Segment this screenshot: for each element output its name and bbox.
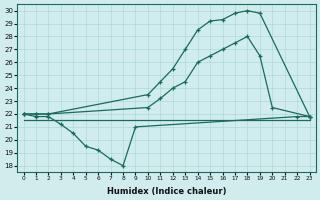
X-axis label: Humidex (Indice chaleur): Humidex (Indice chaleur) xyxy=(107,187,226,196)
